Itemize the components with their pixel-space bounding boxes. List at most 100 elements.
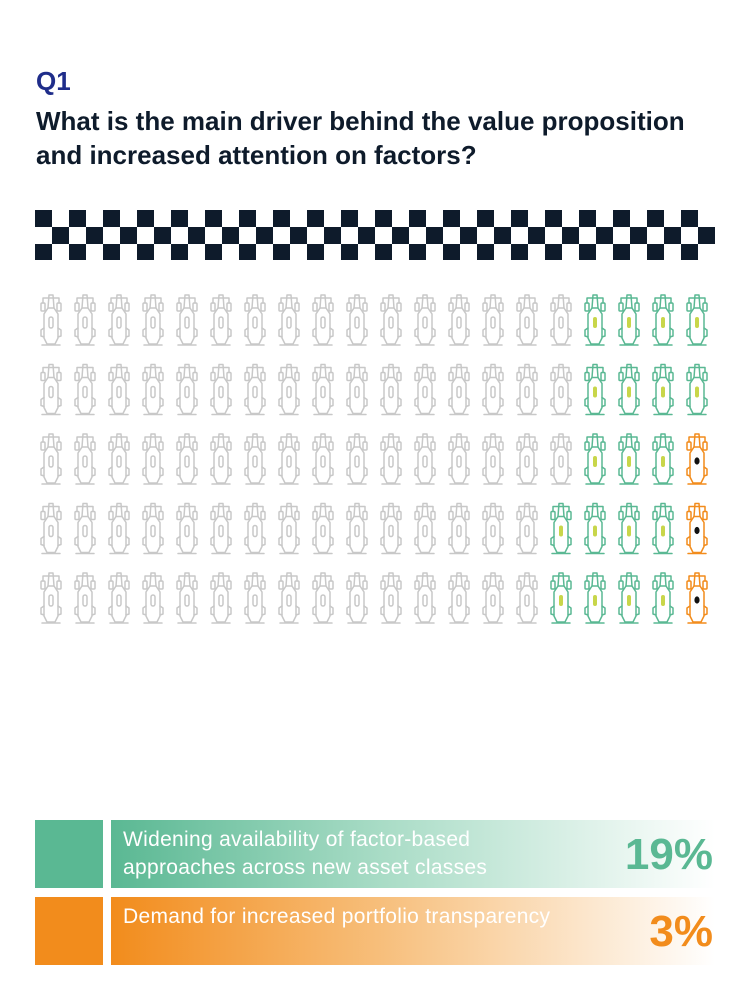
- car-green: [686, 363, 708, 416]
- flag-square: [324, 227, 341, 244]
- car-inactive: [448, 363, 470, 416]
- flag-square: [273, 244, 290, 260]
- car-inactive: [414, 294, 436, 346]
- flag-square: [103, 210, 120, 227]
- flag-square: [188, 227, 205, 244]
- car-inactive: [210, 363, 232, 416]
- flag-square: [137, 244, 154, 260]
- car-inactive: [516, 433, 538, 485]
- car-inactive: [74, 433, 96, 485]
- flag-square: [494, 227, 511, 244]
- car-inactive: [312, 433, 334, 485]
- car-inactive: [448, 502, 470, 555]
- car-inactive: [414, 502, 436, 555]
- flag-square: [596, 227, 613, 244]
- car-inactive: [40, 433, 62, 485]
- car-green: [550, 502, 572, 555]
- legend-label: Widening availability of factor-based ap…: [123, 828, 488, 879]
- car-inactive: [108, 572, 130, 624]
- car-inactive: [380, 502, 402, 555]
- flag-square: [460, 227, 477, 244]
- flag-square: [154, 227, 171, 244]
- waffle-chart: [40, 294, 708, 624]
- flag-square: [613, 244, 630, 260]
- car-inactive: [244, 433, 266, 485]
- legend-band: Demand for increased portfolio transpare…: [111, 897, 715, 965]
- checkered-flag-banner: [35, 210, 715, 260]
- flag-square: [103, 244, 120, 260]
- car-inactive: [346, 363, 368, 416]
- flag-square: [35, 244, 52, 260]
- car-inactive: [40, 502, 62, 555]
- car-inactive: [74, 572, 96, 624]
- car-inactive: [482, 572, 504, 624]
- legend-swatch-green: [35, 820, 103, 888]
- car-inactive: [244, 363, 266, 416]
- flag-square: [52, 227, 69, 244]
- car-inactive: [108, 433, 130, 485]
- legend-item-widening-availability: Widening availability of factor-based ap…: [35, 820, 715, 888]
- car-inactive: [312, 502, 334, 555]
- car-green: [686, 294, 708, 346]
- flag-square: [647, 244, 664, 260]
- flag-square: [613, 210, 630, 227]
- car-inactive: [142, 363, 164, 416]
- car-inactive: [210, 433, 232, 485]
- flag-square: [69, 244, 86, 260]
- car-inactive: [312, 294, 334, 346]
- legend-value: 3%: [649, 907, 713, 956]
- flag-square: [171, 210, 188, 227]
- car-inactive: [346, 572, 368, 624]
- question-text: What is the main driver behind the value…: [36, 106, 685, 170]
- flag-square: [528, 227, 545, 244]
- car-green: [618, 433, 640, 485]
- question-label: Q1: [36, 66, 71, 96]
- car-inactive: [380, 294, 402, 346]
- flag-square: [409, 210, 426, 227]
- flag-square: [290, 227, 307, 244]
- flag-square: [664, 227, 681, 244]
- flag-square: [545, 210, 562, 227]
- car-inactive: [278, 572, 300, 624]
- flag-square: [273, 210, 290, 227]
- car-inactive: [74, 502, 96, 555]
- car-inactive: [482, 363, 504, 416]
- car-inactive: [482, 502, 504, 555]
- flag-square: [171, 244, 188, 260]
- car-green: [618, 363, 640, 416]
- car-inactive: [210, 294, 232, 346]
- flag-square: [256, 227, 273, 244]
- legend-value: 19%: [624, 830, 713, 879]
- car-inactive: [448, 294, 470, 346]
- flag-square: [647, 210, 664, 227]
- flag-square: [69, 210, 86, 227]
- car-inactive: [108, 502, 130, 555]
- car-inactive: [142, 294, 164, 346]
- car-inactive: [278, 502, 300, 555]
- flag-square: [681, 210, 698, 227]
- flag-square: [341, 244, 358, 260]
- car-green: [584, 433, 606, 485]
- car-inactive: [278, 363, 300, 416]
- flag-square: [562, 227, 579, 244]
- car-inactive: [244, 294, 266, 346]
- car-inactive: [414, 433, 436, 485]
- flag-square: [392, 227, 409, 244]
- flag-square: [137, 210, 154, 227]
- car-inactive: [550, 294, 572, 346]
- car-inactive: [142, 433, 164, 485]
- car-inactive: [108, 363, 130, 416]
- flag-square: [409, 244, 426, 260]
- flag-square: [477, 244, 494, 260]
- car-inactive: [210, 572, 232, 624]
- flag-square: [511, 210, 528, 227]
- car-inactive: [516, 502, 538, 555]
- flag-square: [205, 244, 222, 260]
- car-inactive: [414, 572, 436, 624]
- car-green: [652, 433, 674, 485]
- flag-square: [698, 227, 715, 244]
- car-green: [550, 572, 572, 624]
- car-green: [584, 502, 606, 555]
- flag-square: [579, 244, 596, 260]
- car-inactive: [278, 294, 300, 346]
